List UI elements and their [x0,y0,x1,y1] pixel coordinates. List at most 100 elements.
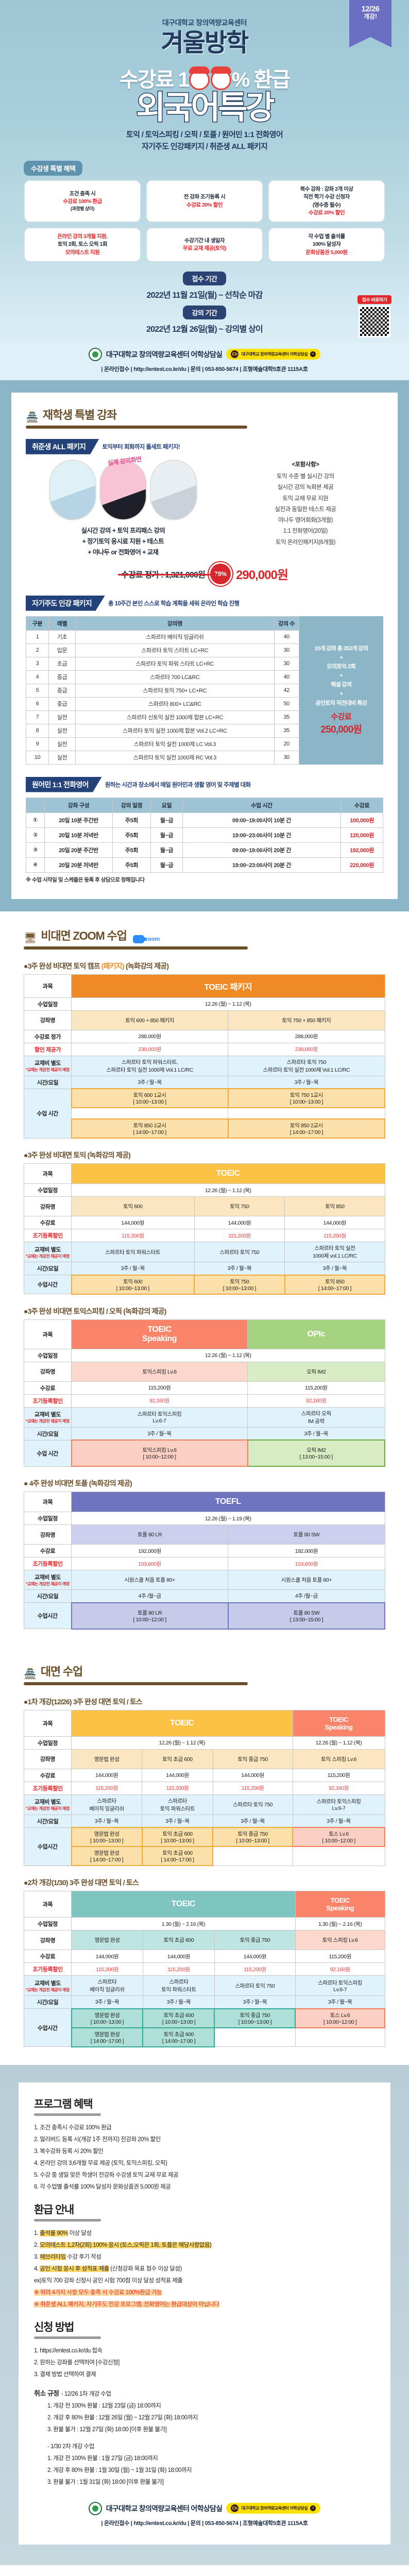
phone-english-table: 강좌 구성 강의 일정 요일 수업 시간 수강료 ① 20일 10분 주간반 주5회… [26,797,383,873]
row-label-time: 수업 시간 [24,1088,72,1139]
row-label-course: 강좌명 [24,1749,72,1769]
cell-discount-price: 230,000원 [71,1042,229,1056]
kakao-channel-button[interactable]: Ch 대구대학교 창의역량교육센터 어학상담실 + [226,2503,321,2514]
benefit-card: 조건 충족 시 수강료 100% 환급 (과정별 상이) [24,180,141,223]
class-period-value: 2022년 12월 26일(월) ~ 강의별 상이 [146,325,263,334]
cancel-item: 2. 개강 후 80% 환불 : 1월 30일 (월) ~ 1월 31일 (화)… [47,2467,192,2473]
col-schedule: 강의 일정 [112,797,151,813]
row-label-book: 교재비 별도 *교재는 개강전 재공지 예정 [24,1570,72,1590]
section-header: 🖥 비대면 ZOOM 수업 zoom [24,927,385,943]
cell-index: ④ [26,857,45,873]
self-package-tag: 자기주도 인강 패키지 [26,595,105,611]
cell-count: 50 [274,697,299,711]
row-label-time: 수업시간 [24,1275,72,1295]
cell-time: 오픽 IM2 [ 13:00~15:00 ] [247,1439,385,1467]
row-label-subject: 과목 [24,1163,72,1184]
summary-line: + [339,672,343,679]
cell-course: 오픽 IM2 [247,1361,385,1382]
refund-item: 1. 출석률 90% 이상 달성 [34,2228,375,2240]
include-item: 실전과 동일한 테스트 제공 [275,506,336,513]
row-label-weeks: 시간/요일 [24,1589,72,1603]
cell-weeks: 3주 / 월~목 [71,1427,248,1440]
cell-weeks: 3주 / 월~목 [284,1262,385,1276]
table-row: 수업시간 영문법 완성 [ 10:00~13:00 ] 토익 초급 600 [ … [24,2008,385,2047]
cell-time-blank [214,2027,296,2047]
cancel-item: 1. 개강 전 100% 환불 : 1월 27일 (금) 18:00까지 [47,2455,158,2462]
university-logo-icon [88,2501,102,2515]
benefit-item: 2. 얼리버드 등록 시(개강 1주 전까지) 전강좌 20% 할인 [34,2136,161,2143]
refund-headline: 수강료 1 % 환급 [0,63,409,93]
subject-header-toeic-speaking: TOEIC Speaking [295,1891,385,1918]
table-row: 수업시간 영문법 완성 [ 10:00~13:00 ] 토익 초급 600 [ … [24,1827,385,1866]
cell-time: 토플 80 SW [ 13:00~15:00 ] [227,1602,386,1630]
cell-count: 35 [274,723,299,738]
table-row: 과목 TOEIC TOEIC Speaking [24,1891,385,1918]
table-row: 수업 시간 토익스피킹 Lv.6 [ 10:00~12:00 ] 오픽 IM2 … [24,1439,385,1467]
table-row: 수강료 115,200원 115,200원 [24,1381,385,1395]
cell-fee: 220,000원 [340,857,383,873]
kakao-icon: Ch [231,350,239,359]
refund-item: 2. 모의테스트 1,2차(2회) 100% 응시 (토스,오픽은 1회, 토플… [34,2240,375,2251]
benefit-card: 복수 강좌 : 강좌 2개 이상 직전 학기 수강 신청자 (영수증 필수) 수… [268,180,385,223]
cell-early: 153,600원 [71,1557,229,1571]
cell-schedule-toeic: 1.30 (월) ~ 2.16 (목) [71,1917,296,1931]
table-row: 수업시간 토플 80 LR [ 10:00~12:00 ] 토플 80 SW [… [24,1602,386,1630]
cell-time: 토익 600 [ 10:00~13:00 ] [71,1274,195,1295]
apply-item: 3. 결제 방법 선택하여 결제 [34,2371,96,2378]
table-row: 7 실전 스파르타 신토익 실전 1000제 합본 LC+RC 35 [26,710,299,724]
row-label-early: 조기등록할인 [24,1962,72,1976]
contact-row: 대구대학교 창의역량교육센터 어학상담실 Ch 대구대학교 창의역량교육센터 어… [0,347,409,361]
cell-book: 스파르타 토익 750 [212,1794,293,1815]
program-benefit-title: 프로그램 혜택 [34,2098,93,2110]
cell-weeks: 3주 / 월~목 [142,1814,213,1828]
table-row: 과목 TOEIC TOEIC Speaking [24,1709,385,1737]
item-rest: (신청강좌 목표 점수 이상 달성) [109,2265,182,2272]
cell-early: 92,160원 [71,1394,248,1408]
benefit-line1: 전 강좌 조기등록 시 [183,194,226,200]
benefit-card: 온라인 강의 3개월 지원, 토익 2회, 토스 오픽 1회 모의테스트 지원 [24,227,141,262]
section-header: 🏯 대면 수업 [24,1663,385,1679]
all-package-note: 토익부터 회화까지 풀세트 패키지! [102,444,180,450]
subject-header-toeic-speaking: TOEIC Speaking [292,1709,385,1737]
col-time: 수업 시간 [182,797,341,813]
table-row: 9 실전 스파르타 토익 실전 1000제 LC Vol.3 20 [26,737,299,751]
table-row: 교재비 별도 *교재는 개강전 재공지 예정 스파르타 토익 파워스타트, 스파… [24,1055,385,1076]
cell-time: 토익 850 2교시 [ 14:00~17:00 ] [71,1118,229,1139]
cell-book: 스파르타 토익 파워스타트 [142,1794,213,1815]
qr-block[interactable]: 접수 바로하기 [357,295,391,337]
cell-fee: 144,000원 [214,1950,296,1963]
row-label-book: 교재비 별도 *교재는 개강전 재공지 예정 [24,1055,72,1076]
subject-header-toeic-speaking: TOEIC Speaking [71,1319,248,1349]
cell-early: 115,200원 [284,1229,385,1243]
table-row: 수업일정 12.26 (월) ~ 1.12 (목) 12.26 (월) ~ 1.… [24,1736,385,1750]
cell-name: 스파르타 신토익 실전 1000제 합본 LC+RC [75,710,275,724]
refund-item: 3. 에브리타임 수강 후기 작성 [34,2251,375,2263]
cell-time: 토익스피킹 Lv.6 [ 10:00~12:00 ] [71,1439,248,1467]
offline-second-table: 과목 TOEIC TOEIC Speaking 수업일정 1.30 (월) ~ … [24,1891,385,2047]
benefit-line2: 문화상품권 5,000원 [305,249,348,256]
cell-book: 스파르타 토익 750 [214,1975,296,1996]
row-label-subject: 과목 [24,1709,72,1737]
table-row: 강좌명 영문법 완성 토익 초급 600 토익 중급 750 토익 스피킹 Lv… [24,1930,385,1951]
table-row: 수업 시간 토익 600 1교시 [ 10:00~13:00 ] 토익 750 … [24,1088,386,1139]
benefit-line1: 온라인 강의 3개월 지원, [57,233,108,240]
cell-weeks: 4주 /월~금 [228,1589,385,1603]
kakao-channel-button[interactable]: Ch 대구대학교 창의역량교육센터 어학상담실 + [226,349,321,360]
cell-name: 스파르타 토익 실전 1000제 합본 Vol.2 LC+RC [75,723,275,738]
row-label-book: 교재비 별도 *교재는 개강전 재공지 예정 [24,1242,72,1263]
self-fee-value: 250,000원 [320,724,362,736]
title-underline [34,2113,101,2116]
apply-item[interactable]: 1. https://entest.co.kr/du 접속 [34,2347,103,2354]
table-row: 영문법 완성 [ 14:00~17:00 ] 토익 초급 600 [ 14:00… [24,2027,385,2047]
cell-weeks: 3주 / 월~목 [71,1995,143,2009]
qr-code-icon[interactable] [359,305,390,337]
cell-level: 중급 [48,697,76,711]
cell-book: 스파르타 베이직 잉글리쉬 [71,1975,143,1996]
table-row: 4 중급 스파르타 700 LC&RC 40 [26,670,299,684]
desc-line2: + 정기토익 응시료 지원 + 테스트 [82,538,164,546]
all-package-description: 실시간 강의 + 토익 프리패스 강의 + 정기토익 응시료 지원 + 테스트 … [26,526,220,558]
cell-weeks: 3주 / 월~목 [71,1075,229,1089]
table-row: 할인 제공가 230,000원 230,000원 [24,1042,385,1056]
ribbon-date: 12/26 [361,5,380,13]
row-label-book: 교재비 별도 *교재는 개강전 재공지 예정 [24,1794,72,1815]
